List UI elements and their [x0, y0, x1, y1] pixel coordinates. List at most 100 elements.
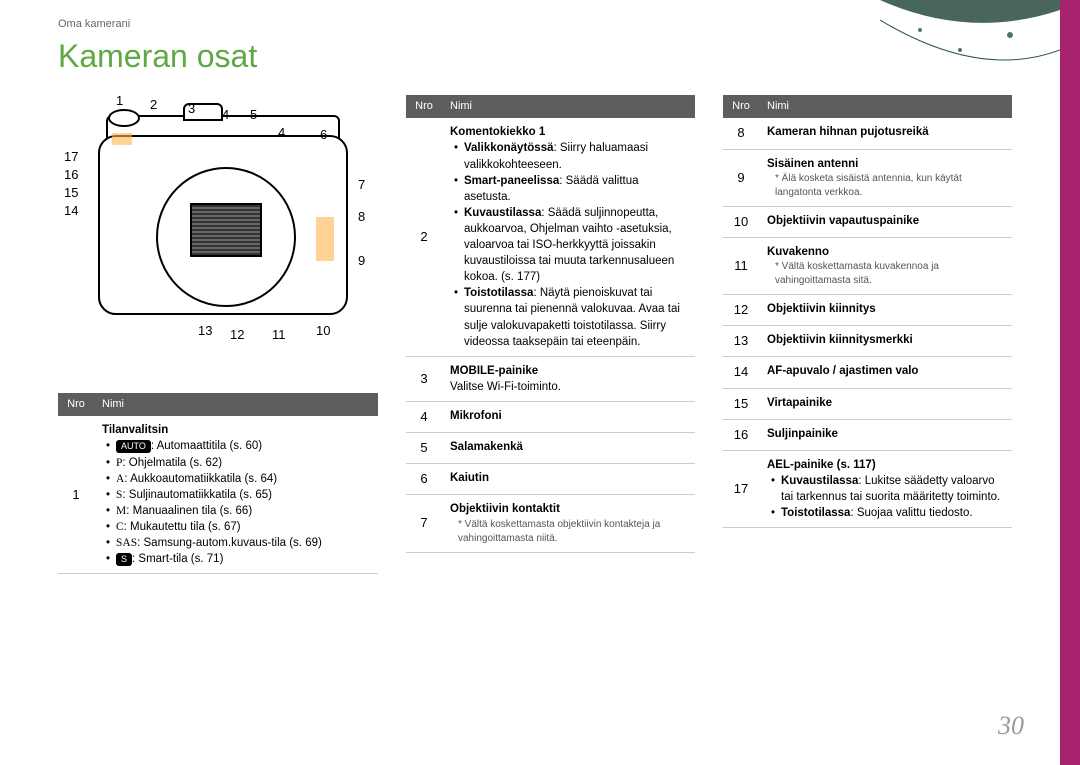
row-body: MOBILE-painikeValitse Wi-Fi-toiminto. — [442, 356, 695, 401]
callout-4a: 4 — [222, 107, 229, 122]
part-name: Sisäinen antenni — [767, 156, 1004, 172]
part-bullet: Smart-paneelissa: Säädä valittua asetust… — [454, 173, 687, 205]
table-row: 12 Objektiivin kiinnitys — [723, 294, 1012, 325]
row-number: 6 — [406, 464, 442, 495]
part-bullets: Kuvaustilassa: Lukitse säädetty valoarvo… — [767, 473, 1004, 521]
mode-letter: P — [116, 457, 122, 469]
part-name: Kuvakenno — [767, 244, 1004, 260]
part-name: Objektiivin vapautuspainike — [767, 213, 1004, 229]
part-name: Komentokiekko 1 — [450, 124, 687, 140]
callout-11: 11 — [272, 327, 286, 342]
callout-1: 1 — [116, 93, 123, 108]
column-right: Nro Nimi 8Kameran hihnan pujotusreikä9Si… — [723, 95, 1012, 574]
callout-2: 2 — [150, 97, 157, 112]
callout-14: 14 — [64, 203, 78, 218]
part-name: MOBILE-painike — [450, 363, 687, 379]
parts-table-b: Nro Nimi 2Komentokiekko 1Valikkonäytössä… — [406, 95, 695, 553]
table-row: 7Objektiivin kontaktitVältä koskettamast… — [406, 495, 695, 552]
row-number: 12 — [723, 294, 759, 325]
mode-item: M: Manuaalinen tila (s. 66) — [106, 503, 370, 519]
table-row: 13 Objektiivin kiinnitysmerkki — [723, 326, 1012, 357]
part-name: AF-apuvalo / ajastimen valo — [767, 363, 1004, 379]
row-number: 7 — [406, 495, 442, 552]
row-body: AEL-painike (s. 117)Kuvaustilassa: Lukit… — [759, 450, 1012, 527]
highlight-contacts — [316, 217, 334, 261]
row-body: KuvakennoVältä koskettamasta kuvakennoa … — [759, 237, 1012, 294]
row-number: 5 — [406, 433, 442, 464]
part-bullet: Kuvaustilassa: Lukitse säädetty valoarvo… — [771, 473, 1004, 505]
table-row: 15Virtapainike — [723, 388, 1012, 419]
part-bullet: Toistotilassa: Näytä pienoiskuvat tai su… — [454, 285, 687, 349]
table-row: 6 Kaiutin — [406, 464, 695, 495]
row-body: Kameran hihnan pujotusreikä — [759, 118, 1012, 149]
mode-item: S: Smart-tila (s. 71) — [106, 551, 370, 567]
part-name: Tilanvalitsin — [102, 422, 370, 438]
callout-5: 5 — [250, 107, 257, 122]
th-nro: Nro — [58, 393, 94, 416]
highlight-shutter — [112, 133, 132, 145]
table-row: 3MOBILE-painikeValitse Wi-Fi-toiminto. — [406, 356, 695, 401]
mode-badge: S — [116, 553, 132, 566]
row-number: 3 — [406, 356, 442, 401]
part-name: Objektiivin kiinnitysmerkki — [767, 332, 1004, 348]
row-number: 1 — [58, 416, 94, 573]
table-row: 16Suljinpainike — [723, 419, 1012, 450]
part-bullet: Toistotilassa: Suojaa valittu tiedosto. — [771, 505, 1004, 521]
mode-item: AUTO: Automaattitila (s. 60) — [106, 438, 370, 454]
row-body: Sisäinen antenniÄlä kosketa sisäistä ant… — [759, 149, 1012, 206]
row-body: Objektiivin vapautuspainike — [759, 206, 1012, 237]
mode-item: SAS: Samsung-autom.kuvaus-tila (s. 69) — [106, 535, 370, 551]
row-body: Kaiutin — [442, 464, 695, 495]
part-name: Suljinpainike — [767, 426, 1004, 442]
mode-item: S: Suljinautomatiikkatila (s. 65) — [106, 487, 370, 503]
table-row: 1TilanvalitsinAUTO: Automaattitila (s. 6… — [58, 416, 378, 573]
page-number: 30 — [998, 711, 1024, 741]
part-bullet: Kuvaustilassa: Säädä suljinnopeutta, auk… — [454, 205, 687, 285]
part-note: Vältä koskettamasta objektiivin kontakte… — [450, 518, 687, 546]
part-bullet: Valikkonäytössä: Siirry haluamaasi valik… — [454, 140, 687, 172]
row-number: 13 — [723, 326, 759, 357]
mode-letter: M — [116, 505, 126, 517]
callout-17: 17 — [64, 149, 78, 164]
table-row: 11KuvakennoVältä koskettamasta kuvakenno… — [723, 237, 1012, 294]
th-nimi: Nimi — [759, 95, 1012, 118]
row-body: Objektiivin kiinnitysmerkki — [759, 326, 1012, 357]
callout-12: 12 — [230, 327, 244, 342]
table-row: 4Mikrofoni — [406, 401, 695, 432]
camera-mode-dial — [108, 109, 140, 127]
mode-letter: C — [116, 521, 124, 533]
part-name: Objektiivin kiinnitys — [767, 301, 1004, 317]
page-sidebar-accent — [1060, 0, 1080, 765]
row-body: TilanvalitsinAUTO: Automaattitila (s. 60… — [94, 416, 378, 573]
camera-sensor — [190, 203, 262, 257]
table-row: 2Komentokiekko 1Valikkonäytössä: Siirry … — [406, 118, 695, 356]
mode-item: A: Aukkoautomatiikkatila (s. 64) — [106, 471, 370, 487]
row-number: 10 — [723, 206, 759, 237]
row-body: AF-apuvalo / ajastimen valo — [759, 357, 1012, 388]
mode-item: C: Mukautettu tila (s. 67) — [106, 519, 370, 535]
table-row: 8Kameran hihnan pujotusreikä — [723, 118, 1012, 149]
part-name: Mikrofoni — [450, 408, 687, 424]
callout-13: 13 — [198, 323, 212, 338]
table-row: 9Sisäinen antenniÄlä kosketa sisäistä an… — [723, 149, 1012, 206]
part-name: Kaiutin — [450, 470, 687, 486]
parts-table-c: Nro Nimi 8Kameran hihnan pujotusreikä9Si… — [723, 95, 1012, 528]
row-number: 9 — [723, 149, 759, 206]
column-left: 1 2 3 4 5 4 6 7 8 9 17 16 15 14 13 12 — [58, 95, 378, 574]
callout-8: 8 — [358, 209, 365, 224]
table-row: 5Salamakenkä — [406, 433, 695, 464]
breadcrumb: Oma kamerani — [0, 0, 1060, 30]
part-name: Virtapainike — [767, 395, 1004, 411]
row-number: 17 — [723, 450, 759, 527]
part-note: Vältä koskettamasta kuvakennoa ja vahing… — [767, 260, 1004, 288]
row-body: Komentokiekko 1Valikkonäytössä: Siirry h… — [442, 118, 695, 356]
th-nimi: Nimi — [94, 393, 378, 416]
page-root: Oma kamerani Kameran osat 1 2 3 — [0, 0, 1080, 765]
table-row: 10 Objektiivin vapautuspainike — [723, 206, 1012, 237]
mode-item: P: Ohjelmatila (s. 62) — [106, 455, 370, 471]
callout-4b: 4 — [278, 125, 285, 140]
callout-15: 15 — [64, 185, 78, 200]
mode-letter: S — [116, 489, 122, 501]
row-body: Virtapainike — [759, 388, 1012, 419]
row-number: 2 — [406, 118, 442, 356]
